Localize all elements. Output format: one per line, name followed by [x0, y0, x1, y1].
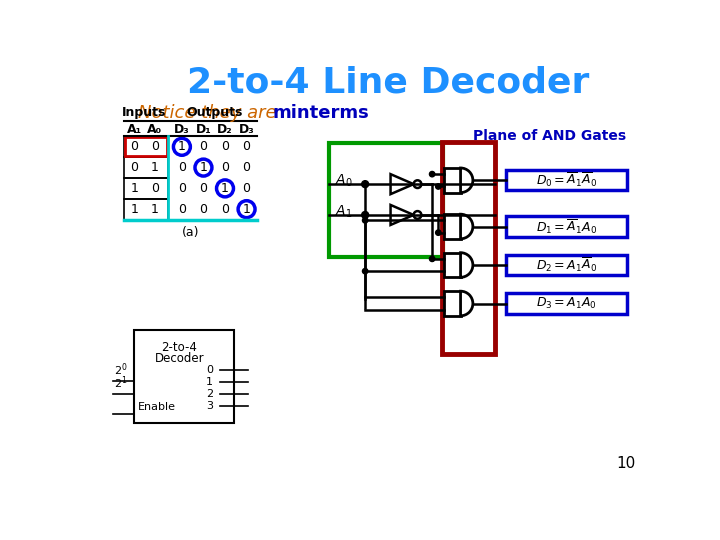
Bar	[506, 170, 627, 190]
Text: 0: 0	[199, 182, 207, 195]
Bar	[134, 330, 234, 423]
Circle shape	[414, 211, 421, 219]
Text: 2-to-4: 2-to-4	[161, 341, 197, 354]
Text: 1: 1	[151, 202, 159, 215]
Bar	[444, 291, 461, 316]
Circle shape	[362, 268, 368, 274]
Text: 0: 0	[221, 202, 229, 215]
Text: 0: 0	[243, 161, 251, 174]
Text: 2: 2	[206, 389, 213, 400]
Text: Outputs: Outputs	[186, 106, 243, 119]
Bar	[124, 178, 168, 199]
Text: 0: 0	[243, 182, 251, 195]
Text: 1: 1	[199, 161, 207, 174]
Bar	[125, 137, 167, 157]
Wedge shape	[461, 214, 473, 239]
Text: D₃: D₃	[239, 123, 254, 136]
Circle shape	[429, 256, 435, 261]
Text: 0: 0	[221, 161, 229, 174]
Bar	[442, 142, 495, 354]
Text: minterms: minterms	[273, 104, 369, 122]
Text: 1: 1	[151, 161, 159, 174]
Circle shape	[436, 184, 441, 189]
Text: (a): (a)	[182, 226, 199, 239]
Text: $D_3 = A_1 A_0$: $D_3 = A_1 A_0$	[536, 296, 597, 311]
Text: 0: 0	[151, 140, 159, 153]
Circle shape	[361, 212, 369, 218]
Bar	[124, 137, 168, 157]
Text: $2^0$: $2^0$	[114, 362, 127, 378]
Circle shape	[362, 218, 368, 223]
Bar	[329, 143, 443, 257]
Circle shape	[429, 171, 435, 177]
Text: $D_0 = \overline{A}_1\overline{A}_0$: $D_0 = \overline{A}_1\overline{A}_0$	[536, 171, 597, 190]
Bar	[444, 214, 461, 239]
Text: $2^1$: $2^1$	[114, 375, 127, 392]
Bar	[444, 253, 461, 278]
Text: A₁: A₁	[127, 123, 142, 136]
Text: 2-to-4 Line Decoder: 2-to-4 Line Decoder	[187, 65, 590, 99]
Text: Enable: Enable	[138, 402, 176, 412]
Text: 0: 0	[221, 140, 229, 153]
Circle shape	[436, 230, 441, 235]
Text: D₁: D₁	[196, 123, 212, 136]
Text: D₃: D₃	[174, 123, 190, 136]
Bar	[506, 255, 627, 275]
Text: $D_2 = A_1\overline{A}_0$: $D_2 = A_1\overline{A}_0$	[536, 256, 597, 274]
Text: 0: 0	[151, 182, 159, 195]
Text: 1: 1	[130, 202, 138, 215]
Wedge shape	[461, 168, 473, 193]
Text: 1: 1	[130, 182, 138, 195]
Text: 1: 1	[221, 182, 229, 195]
Text: Notice they are: Notice they are	[138, 104, 282, 122]
Text: 0: 0	[199, 202, 207, 215]
Text: Inputs: Inputs	[122, 106, 167, 119]
Text: D₂: D₂	[217, 123, 233, 136]
Text: 1: 1	[243, 202, 251, 215]
Text: 0: 0	[178, 161, 186, 174]
Text: 1: 1	[178, 140, 186, 153]
Text: 0: 0	[130, 161, 138, 174]
Text: $A_0$: $A_0$	[335, 173, 353, 189]
Text: Decoder: Decoder	[154, 352, 204, 365]
Text: $D_1 = \overline{A}_1 A_0$: $D_1 = \overline{A}_1 A_0$	[536, 218, 597, 235]
Bar	[506, 293, 627, 314]
Text: A₀: A₀	[148, 123, 163, 136]
Circle shape	[414, 180, 421, 188]
Text: 0: 0	[243, 140, 251, 153]
Wedge shape	[461, 291, 473, 316]
Text: 0: 0	[178, 202, 186, 215]
Text: $A_1$: $A_1$	[335, 204, 353, 220]
Bar	[444, 168, 461, 193]
Text: 1: 1	[206, 377, 213, 387]
Bar	[124, 157, 168, 178]
Circle shape	[361, 181, 369, 187]
Wedge shape	[461, 253, 473, 278]
Bar	[506, 217, 627, 237]
Text: 10: 10	[616, 456, 636, 471]
Text: 0: 0	[178, 182, 186, 195]
Text: 0: 0	[206, 366, 213, 375]
Text: 0: 0	[130, 140, 138, 153]
Text: 0: 0	[199, 140, 207, 153]
Bar	[124, 199, 168, 220]
Text: 3: 3	[206, 401, 213, 411]
Text: Plane of AND Gates: Plane of AND Gates	[473, 129, 626, 143]
